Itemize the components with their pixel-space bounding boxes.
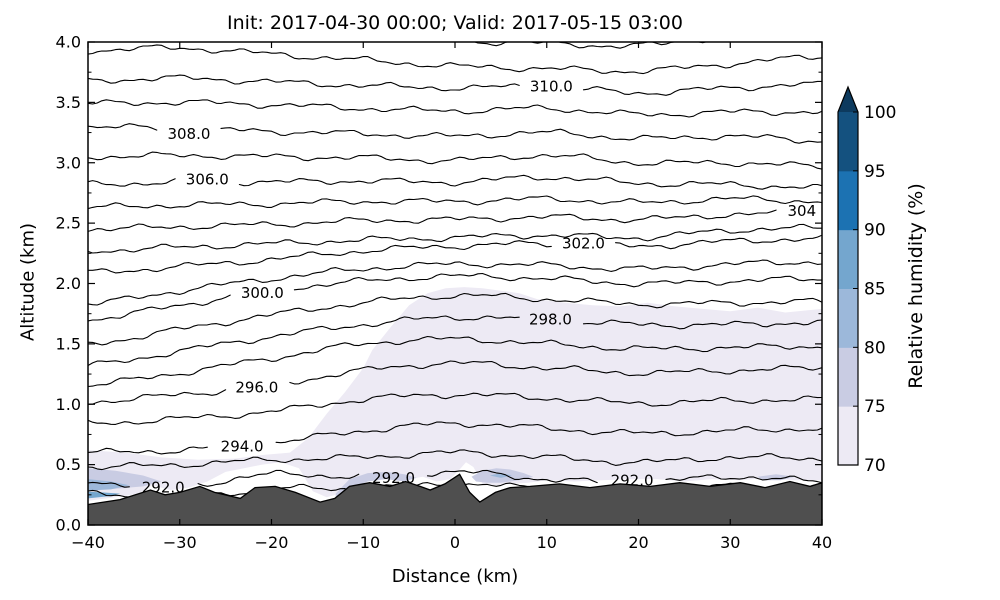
- colorbar-bin-95-100: [838, 112, 858, 172]
- rh-fill-region-75-80: [757, 474, 795, 481]
- contour-line-302: [615, 234, 822, 250]
- colorbar-tick-label: 80: [864, 338, 886, 358]
- chart-title: Init: 2017-04-30 00:00; Valid: 2017-05-1…: [227, 12, 683, 34]
- contour-label: 310.0: [530, 78, 573, 96]
- contour-line-300: [88, 294, 231, 322]
- contour-line-293: [88, 449, 822, 471]
- contour-line-308: [88, 123, 158, 131]
- contour-label: 294.0: [221, 438, 264, 456]
- x-tick-label: 10: [537, 533, 557, 552]
- colorbar-bin-85-90: [838, 229, 858, 289]
- x-tick-label: 40: [812, 533, 832, 552]
- y-tick-label: 4.0: [56, 33, 81, 52]
- colorbar-tick-label: 100: [864, 103, 896, 123]
- x-axis-label: Distance (km): [391, 566, 519, 587]
- rh-fill-region-80-85: [489, 473, 512, 478]
- colorbar: 70 75 80 85 90 95 100: [837, 85, 896, 476]
- rh-fill-region-85-90: [88, 491, 121, 499]
- contour-line-306: [238, 174, 822, 190]
- colorbar-tick-label: 85: [864, 280, 886, 300]
- rh-fill-region-75-80: [335, 471, 417, 499]
- x-tick-label: −40: [71, 533, 105, 552]
- axes-layer: −40 −30 −20 −10 0 10 20 30 40 0.0 0.5 1.0 1.5 2.0 2.5 3…: [56, 33, 833, 553]
- contour-line-294: [88, 446, 208, 455]
- contour-line-304: [88, 209, 777, 232]
- contour-line-297: [88, 335, 822, 388]
- colorbar-tick-label: 95: [864, 162, 886, 182]
- contour-label: 302.0: [562, 235, 605, 253]
- terrain-fill: [88, 473, 822, 525]
- contour-line-298: [88, 315, 520, 367]
- y-tick-label: 0.5: [56, 455, 81, 474]
- contour-line-292: [197, 469, 360, 487]
- contour-line-292: [88, 481, 130, 488]
- contour-line-308: [220, 127, 822, 144]
- colorbar-label: Relative humidity (%): [905, 183, 927, 389]
- x-tick-label: 0: [450, 533, 460, 552]
- x-tick-label: −20: [255, 533, 289, 552]
- rh-fill-region-80-85: [88, 479, 130, 491]
- y-tick-label: 3.0: [56, 153, 81, 172]
- contour-line-302: [88, 240, 552, 274]
- x-tick-label: −10: [346, 533, 380, 552]
- contour-label: 298.0: [529, 311, 572, 329]
- colorbar-bin-70-75: [838, 406, 858, 466]
- contour-label: 300.0: [241, 284, 284, 302]
- y-tick-label: 0.0: [56, 516, 81, 535]
- contour-line-295: [88, 392, 822, 425]
- contour-line-292: [665, 474, 822, 484]
- contour-line-299: [88, 292, 822, 346]
- y-tick-label: 2.0: [56, 274, 81, 293]
- y-axis-label: Altitude (km): [17, 222, 39, 342]
- contour-line-292: [426, 469, 598, 484]
- contour-line-310: [582, 80, 822, 96]
- y-tick-label: 2.5: [56, 214, 81, 233]
- y-tick-label: 1.5: [56, 334, 81, 353]
- contour-line-298: [582, 319, 822, 330]
- contour-line-307: [88, 151, 822, 170]
- colorbar-bin-90-95: [838, 170, 858, 231]
- contour-line-301: [88, 259, 822, 306]
- contour-line-294: [275, 421, 822, 444]
- x-tick-label: 20: [628, 533, 648, 552]
- colorbar-tick-label: 70: [864, 456, 886, 476]
- x-tick-label: −30: [163, 533, 197, 552]
- contour-line-305: [88, 195, 822, 210]
- contour-line-303: [88, 223, 822, 254]
- contour-line-309: [88, 99, 822, 118]
- contour-line-300: [293, 272, 822, 291]
- contour-line-306: [88, 178, 176, 187]
- contour-line-311: [88, 44, 822, 75]
- terrain-layer: [88, 473, 822, 525]
- colorbar-tick-label: 75: [864, 397, 886, 417]
- contour-label: 306.0: [186, 171, 229, 189]
- y-tick-label: 1.0: [56, 395, 81, 414]
- x-tick-label: 30: [720, 533, 740, 552]
- y-tick-label: 3.5: [56, 93, 81, 112]
- colorbar-tick-label: 90: [864, 221, 886, 241]
- colorbar-bin-80-85: [838, 288, 858, 348]
- contour-label: 308.0: [167, 125, 210, 143]
- contour-line-310: [88, 74, 520, 92]
- contour-label: 296.0: [235, 378, 278, 396]
- contour-line-296: [88, 389, 227, 405]
- colorbar-bin-75-80: [838, 347, 858, 407]
- rh-fill-region-70-75: [88, 287, 822, 501]
- colorbar-extend-arrow: [838, 87, 858, 112]
- contour-label: 304: [787, 202, 816, 220]
- contour-line-296: [289, 360, 822, 385]
